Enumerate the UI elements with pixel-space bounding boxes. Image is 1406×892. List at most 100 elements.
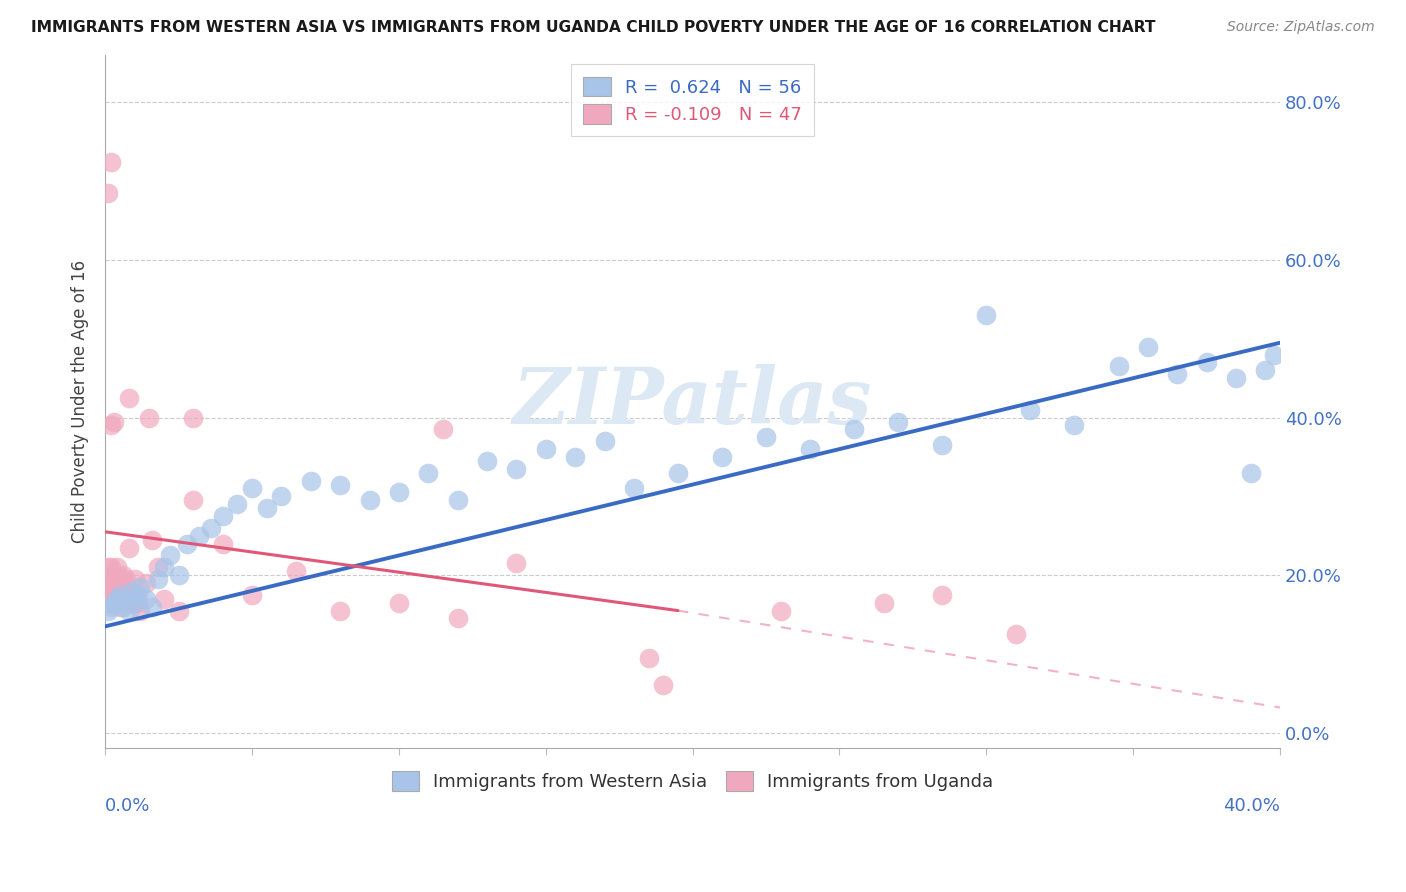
Point [593,434,616,449]
Point [755,430,778,444]
Point [623,482,645,496]
Point [100,588,122,602]
Point [97,596,120,610]
Point [124,596,146,610]
Point [931,588,953,602]
Point [129,604,152,618]
Point [97,572,120,586]
Point [1240,466,1263,480]
Point [1225,371,1247,385]
Point [97,560,120,574]
Text: 40.0%: 40.0% [1223,797,1279,815]
Legend: Immigrants from Western Asia, Immigrants from Uganda: Immigrants from Western Asia, Immigrants… [381,760,1004,802]
Point [124,588,146,602]
Point [153,591,176,606]
Point [299,474,322,488]
Point [111,599,134,614]
Point [211,509,233,524]
Point [211,536,233,550]
Y-axis label: Child Poverty Under the Age of 16: Child Poverty Under the Age of 16 [72,260,89,543]
Point [188,529,211,543]
Point [418,466,440,480]
Point [118,391,141,405]
Point [769,604,792,618]
Point [564,450,586,464]
Point [100,596,122,610]
Point [105,576,128,591]
Point [388,485,411,500]
Point [141,533,163,547]
Point [329,604,352,618]
Point [226,497,249,511]
Point [108,572,131,586]
Point [240,588,263,602]
Point [118,541,141,555]
Point [432,422,454,436]
Point [505,462,527,476]
Point [652,678,675,692]
Point [666,466,689,480]
Point [100,572,122,586]
Point [388,596,411,610]
Point [1108,359,1130,374]
Point [1263,347,1285,361]
Point [127,596,149,610]
Point [121,596,143,610]
Point [97,186,120,200]
Point [1195,355,1218,369]
Point [329,477,352,491]
Point [447,611,470,625]
Point [711,450,734,464]
Point [135,576,157,591]
Point [97,604,120,618]
Point [1063,418,1085,433]
Text: IMMIGRANTS FROM WESTERN ASIA VS IMMIGRANTS FROM UGANDA CHILD POVERTY UNDER THE A: IMMIGRANTS FROM WESTERN ASIA VS IMMIGRAN… [31,20,1156,35]
Point [118,604,141,618]
Point [637,651,659,665]
Point [114,572,136,586]
Point [141,599,163,614]
Point [159,549,181,563]
Point [505,557,527,571]
Point [359,493,381,508]
Point [1254,363,1277,377]
Point [100,580,122,594]
Point [447,493,470,508]
Point [931,438,953,452]
Point [97,580,120,594]
Point [97,588,120,602]
Point [200,521,222,535]
Point [121,583,143,598]
Text: 0.0%: 0.0% [105,797,150,815]
Point [872,596,894,610]
Point [114,591,136,606]
Text: ZIPatlas: ZIPatlas [513,364,872,440]
Point [111,580,134,594]
Point [103,583,125,598]
Point [270,489,292,503]
Point [103,591,125,606]
Point [105,560,128,574]
Point [799,442,821,456]
Point [475,454,498,468]
Point [118,580,141,594]
Point [135,591,157,606]
Point [108,599,131,614]
Point [167,568,190,582]
Point [103,415,125,429]
Point [534,442,557,456]
Point [129,580,152,594]
Point [1004,627,1026,641]
Point [100,154,122,169]
Point [844,422,866,436]
Point [108,588,131,602]
Point [183,493,205,508]
Point [124,572,146,586]
Point [103,568,125,582]
Point [100,560,122,574]
Point [1019,402,1042,417]
Point [105,591,128,606]
Point [153,560,176,574]
Point [127,588,149,602]
Point [183,410,205,425]
